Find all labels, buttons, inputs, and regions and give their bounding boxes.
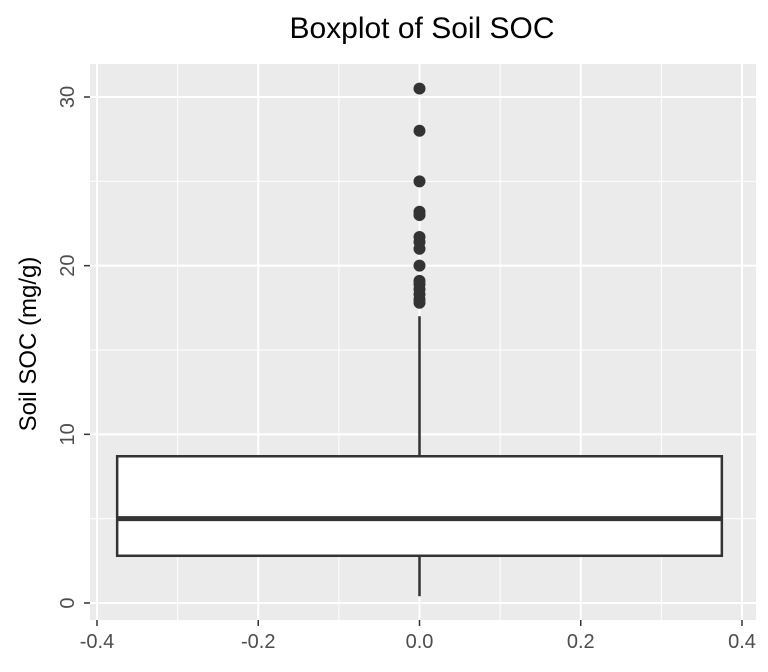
outlier-point [413, 124, 426, 137]
iqr-box [115, 455, 724, 558]
outlier-point [413, 175, 426, 188]
outlier-points [413, 82, 426, 309]
box-layer [115, 316, 724, 597]
outlier-point [413, 82, 426, 95]
x-tick-label: 0.4 [728, 631, 756, 653]
outlier-point [413, 274, 426, 287]
y-tick-label: 30 [57, 86, 79, 108]
y-tick-label: 10 [57, 423, 79, 445]
x-tick-label: -0.2 [241, 631, 275, 653]
outlier-point [413, 230, 426, 243]
x-tick-label: 0.0 [406, 631, 434, 653]
outlier-point [413, 259, 426, 272]
x-tick-label: -0.4 [80, 631, 114, 653]
axes: 0 10 20 30 -0.4 -0.2 0.0 0.2 0.4 [57, 86, 756, 653]
outlier-point [413, 205, 426, 218]
y-tick-label: 0 [57, 597, 79, 608]
chart-title: Boxplot of Soil SOC [289, 12, 554, 45]
y-tick-label: 20 [57, 255, 79, 277]
y-axis-title: Soil SOC (mg/g) [15, 257, 42, 432]
x-tick-label: 0.2 [567, 631, 595, 653]
